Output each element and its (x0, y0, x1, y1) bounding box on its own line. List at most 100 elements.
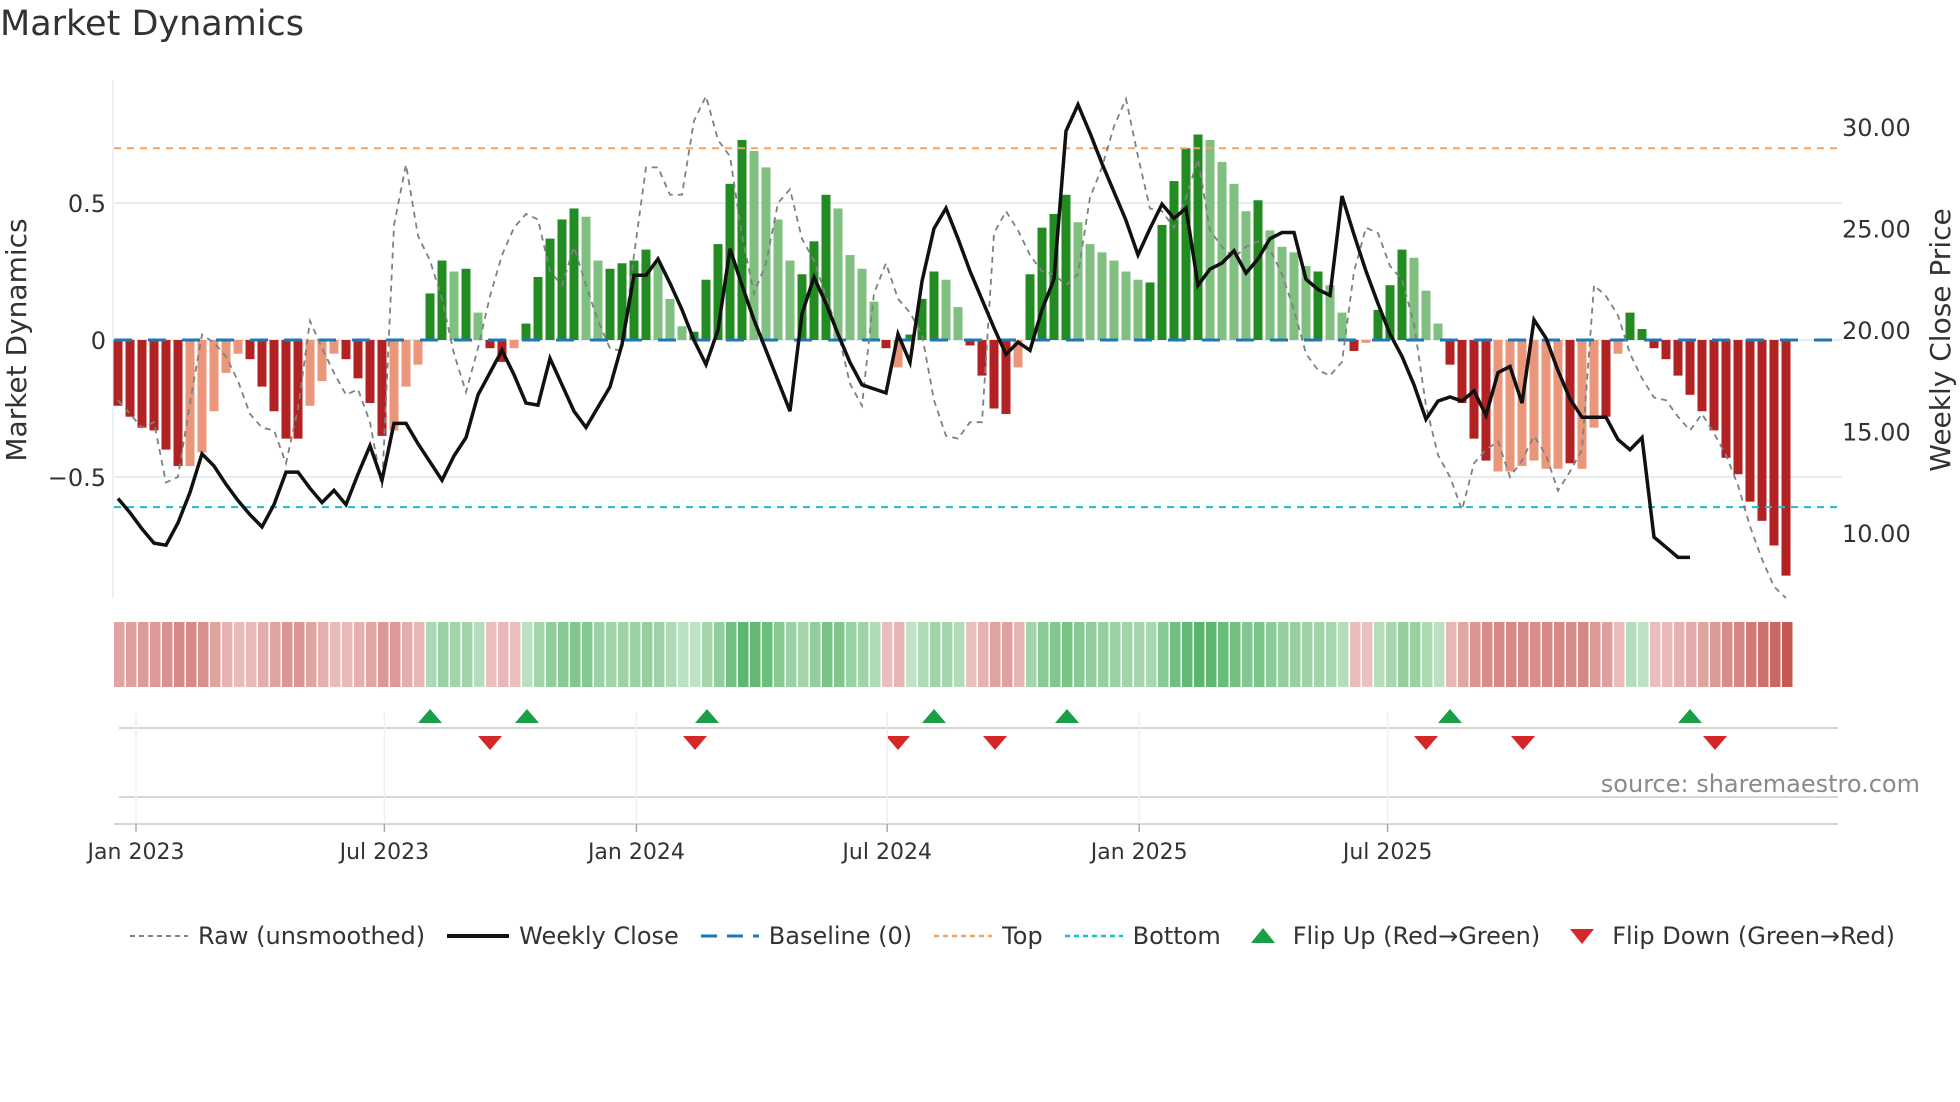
dynamics-bar (1673, 340, 1683, 376)
legend-item-flip-down[interactable]: Flip Down (Green→Red) (1562, 922, 1895, 950)
dynamics-bar (953, 307, 963, 340)
dynamics-bar (389, 340, 399, 431)
heatmap-cell (1662, 622, 1673, 687)
legend-item-flip-up[interactable]: Flip Up (Red→Green) (1243, 922, 1541, 950)
dynamics-bar (1709, 340, 1719, 431)
legend-label: Raw (unsmoothed) (198, 922, 426, 950)
y2-tick-label: 10.00 (1842, 520, 1911, 548)
legend-label: Baseline (0) (768, 922, 913, 950)
heatmap-cell (582, 622, 593, 687)
heatmap-cell (798, 622, 809, 687)
dynamics-bar (1097, 252, 1107, 340)
heatmap-cell (1770, 622, 1781, 687)
dynamics-bar (293, 340, 303, 439)
heatmap-cell (1638, 622, 1649, 687)
heatmap-cell (1386, 622, 1397, 687)
heatmap-cell (342, 622, 353, 687)
heatmap-cell (1446, 622, 1457, 687)
heatmap-cell (1506, 622, 1517, 687)
heatmap-cell (1050, 622, 1061, 687)
top-bottom-levels (114, 147, 1842, 509)
y2-axis-label: Weekly Close Price (1924, 208, 1957, 471)
dynamics-bar (1697, 340, 1707, 412)
legend-item-top[interactable]: Top (934, 922, 1043, 950)
dynamics-bar (209, 340, 219, 412)
heatmap-cell (366, 622, 377, 687)
heatmap-cell (1122, 622, 1133, 687)
solid-black-line-icon (447, 934, 510, 938)
dynamics-bar (965, 340, 975, 346)
heatmap-cell (1686, 622, 1697, 687)
dynamics-bar (1601, 340, 1611, 417)
dynamics-bar (1277, 246, 1287, 340)
legend-item-close[interactable]: Weekly Close (447, 922, 679, 950)
dynamics-bar (629, 260, 639, 340)
heatmap-cell (702, 622, 713, 687)
dynamics-bar (1397, 249, 1407, 340)
dynamics-bar (305, 340, 315, 406)
heatmap-cell (1758, 622, 1769, 687)
heatmap-cell (726, 622, 737, 687)
legend-item-bottom[interactable]: Bottom (1064, 922, 1221, 950)
heatmap-cell (930, 622, 941, 687)
dynamics-bar (1433, 323, 1443, 340)
heatmap-cell (822, 622, 833, 687)
x-tick-label: Jan 2023 (86, 840, 185, 865)
heatmap-cell (1602, 622, 1613, 687)
dynamics-bar (1037, 227, 1047, 340)
heatmap-cell (1542, 622, 1553, 687)
heatmap-cell (1098, 622, 1109, 687)
dynamics-bar (1265, 230, 1275, 340)
dynamics-bar (1733, 340, 1743, 475)
dynamics-bar (617, 263, 627, 340)
dynamics-bar (1193, 134, 1203, 340)
dynamics-bar (713, 244, 723, 340)
heatmap-cell (1590, 622, 1601, 687)
heatmap-cell (750, 622, 761, 687)
x-tick-label: Jan 2025 (1089, 840, 1188, 865)
heatmap-cell (546, 622, 557, 687)
flip-down-marker (478, 736, 502, 750)
dynamics-bar (785, 260, 795, 340)
dynamics-bar (473, 312, 483, 340)
dynamics-bar (749, 150, 759, 340)
heatmap-cell (306, 622, 317, 687)
dynamics-bar (593, 260, 603, 340)
chart-legend: Raw (unsmoothed) Weekly Close Baseline (… (130, 922, 1917, 950)
heatmap-cell (858, 622, 869, 687)
heatmap-cell (1314, 622, 1325, 687)
heatmap-cell (762, 622, 773, 687)
heatmap-cell (1134, 622, 1145, 687)
y-tick-label: 0 (91, 327, 106, 355)
heatmap-cell (1350, 622, 1361, 687)
heatmap-cell (1722, 622, 1733, 687)
dynamics-bar (1385, 285, 1395, 340)
heatmap-cell (162, 622, 173, 687)
dynamics-bar (1373, 309, 1383, 340)
dynamics-bar (809, 241, 819, 340)
source-note: source: sharemaestro.com (1600, 770, 1920, 798)
dynamics-bar (269, 340, 279, 412)
dynamics-bar (365, 340, 375, 404)
x-tick-label: Jul 2024 (840, 840, 932, 865)
dynamics-bar (1481, 340, 1491, 461)
heatmap-cell (198, 622, 209, 687)
heatmap-cell (1206, 622, 1217, 687)
dynamics-bar (1625, 312, 1635, 340)
heatmap-cell (1158, 622, 1169, 687)
legend-item-raw[interactable]: Raw (unsmoothed) (130, 922, 425, 950)
dynamics-bar (845, 255, 855, 340)
heatmap-cell (978, 622, 989, 687)
dynamics-bar (1781, 340, 1791, 576)
dynamics-bar (1145, 282, 1155, 340)
flip-down-marker (983, 736, 1007, 750)
weekly-close-line (116, 100, 1690, 560)
dynamics-bar (329, 340, 339, 354)
dynamics-bar (425, 293, 435, 340)
legend-label: Flip Up (Red→Green) (1292, 922, 1541, 950)
legend-item-baseline[interactable]: Baseline (0) (700, 922, 913, 950)
dynamics-bar (1217, 161, 1227, 340)
heatmap-cell (1266, 622, 1277, 687)
heatmap-cell (606, 622, 617, 687)
heatmap-cell (210, 622, 221, 687)
